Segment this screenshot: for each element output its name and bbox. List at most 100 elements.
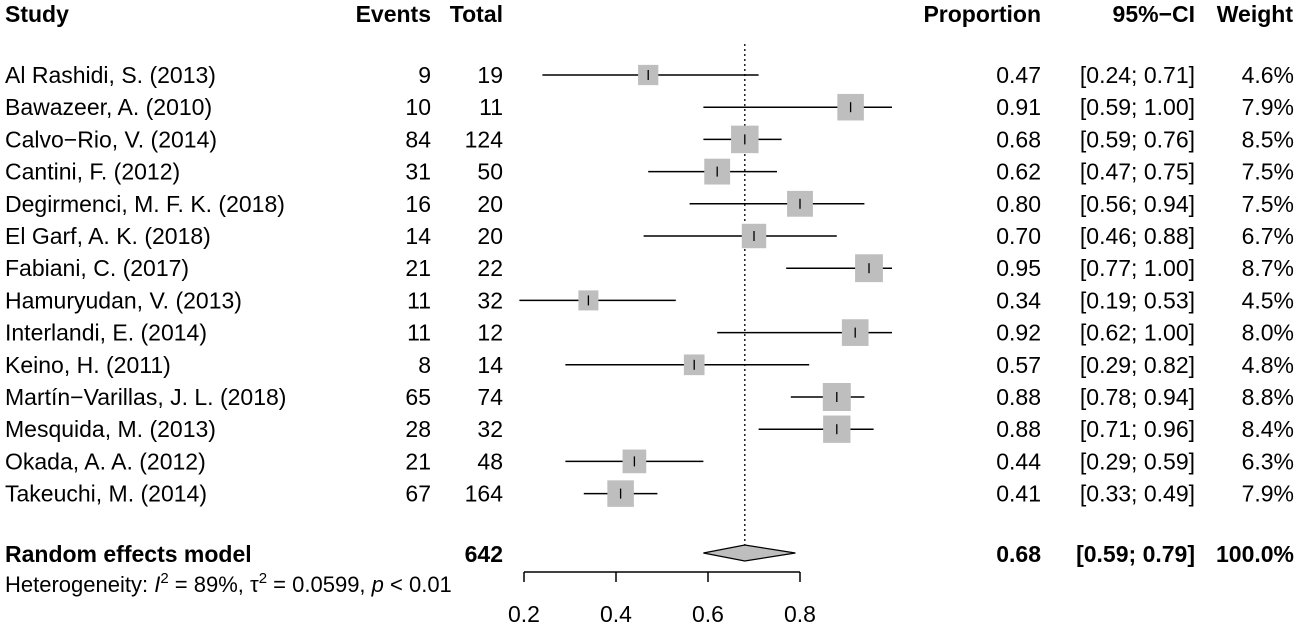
study-proportion: 0.70 (996, 223, 1041, 249)
study-name: Keino, H. (2011) (5, 352, 171, 378)
study-ci: [0.33; 0.49] (1080, 481, 1195, 507)
study-proportion: 0.47 (996, 62, 1041, 88)
header-events: Events (356, 1, 431, 27)
x-tick-label: 0.8 (784, 601, 816, 627)
header-total: Total (450, 1, 503, 27)
study-weight: 8.7% (1242, 255, 1294, 281)
study-weight: 8.5% (1242, 126, 1294, 152)
study-events: 21 (405, 255, 431, 281)
study-name: Degirmenci, M. F. K. (2018) (5, 191, 285, 217)
study-weight: 4.6% (1242, 62, 1294, 88)
study-total: 14 (477, 352, 503, 378)
study-ci: [0.78; 0.94] (1080, 384, 1195, 410)
study-proportion: 0.91 (996, 94, 1041, 120)
study-ci: [0.59; 0.76] (1080, 126, 1195, 152)
study-name: Bawazeer, A. (2010) (5, 94, 212, 120)
study-row: Okada, A. A. (2012) 21 48 0.44 [0.29; 0.59] 6… (5, 448, 1294, 474)
summary-ci: [0.59; 0.79] (1076, 541, 1195, 567)
study-row: Keino, H. (2011) 8 14 0.57 [0.29; 0.82] 4.8% (5, 352, 1294, 378)
study-events: 14 (405, 223, 431, 249)
study-name: Mesquida, M. (2013) (5, 416, 216, 442)
study-proportion: 0.88 (996, 384, 1041, 410)
study-row: El Garf, A. K. (2018) 14 20 0.70 [0.46; 0.88… (5, 223, 1294, 249)
study-events: 8 (418, 352, 431, 378)
summary-weight: 100.0% (1216, 541, 1294, 567)
heterogeneity-prefix: Heterogeneity: (5, 572, 154, 597)
study-total: 12 (477, 320, 503, 346)
heterogeneity-text: Heterogeneity: I2 = 89%, τ2 = 0.0599, p … (5, 570, 452, 597)
study-proportion: 0.62 (996, 159, 1041, 185)
study-name: Calvo−Rio, V. (2014) (5, 126, 217, 152)
summary-proportion: 0.68 (996, 541, 1041, 567)
study-proportion: 0.34 (996, 287, 1041, 313)
study-weight: 7.5% (1242, 191, 1294, 217)
study-proportion: 0.41 (996, 481, 1041, 507)
study-name: Martín−Varillas, J. L. (2018) (5, 384, 286, 410)
i2-value: = 89%, (169, 572, 250, 597)
study-proportion: 0.88 (996, 416, 1041, 442)
study-events: 16 (405, 191, 431, 217)
study-total: 74 (477, 384, 503, 410)
study-proportion: 0.95 (996, 255, 1041, 281)
header-proportion: Proportion (923, 1, 1041, 27)
study-name: Fabiani, C. (2017) (5, 255, 189, 281)
study-weight: 4.5% (1242, 287, 1294, 313)
p-symbol: p (371, 572, 384, 597)
study-ci: [0.77; 1.00] (1080, 255, 1195, 281)
study-weight: 7.9% (1242, 94, 1294, 120)
i2-superscript: 2 (160, 570, 168, 587)
study-events: 28 (405, 416, 431, 442)
study-proportion: 0.68 (996, 126, 1041, 152)
summary-label: Random effects model (5, 541, 252, 567)
study-ci: [0.47; 0.75] (1080, 159, 1195, 185)
study-row: Al Rashidi, S. (2013) 9 19 0.47 [0.24; 0.71]… (5, 62, 1294, 88)
study-events: 65 (405, 384, 431, 410)
study-weight: 8.0% (1242, 320, 1294, 346)
study-ci: [0.59; 1.00] (1080, 94, 1195, 120)
study-events: 9 (418, 62, 431, 88)
header-ci: 95%−CI (1113, 1, 1195, 27)
study-total: 50 (477, 159, 503, 185)
study-weight: 8.4% (1242, 416, 1294, 442)
study-row: Fabiani, C. (2017) 21 22 0.95 [0.77; 1.00] 8.… (5, 254, 1294, 283)
study-weight: 6.3% (1242, 448, 1294, 474)
study-row: Cantini, F. (2012) 31 50 0.62 [0.47; 0.75] 7.… (5, 159, 1294, 185)
study-ci: [0.71; 0.96] (1080, 416, 1195, 442)
summary-total: 642 (465, 541, 503, 567)
study-row: Takeuchi, M. (2014) 67 164 0.41 [0.33; 0.49]… (5, 480, 1294, 507)
study-name: El Garf, A. K. (2018) (5, 223, 211, 249)
study-row: Interlandi, E. (2014) 11 12 0.92 [0.62; 1.00… (5, 319, 1294, 346)
study-rows: Al Rashidi, S. (2013) 9 19 0.47 [0.24; 0.71]… (5, 62, 1294, 507)
header-weight: Weight (1217, 1, 1294, 27)
study-events: 31 (405, 159, 431, 185)
study-ci: [0.46; 0.88] (1080, 223, 1195, 249)
study-weight: 6.7% (1242, 223, 1294, 249)
study-proportion: 0.44 (996, 448, 1041, 474)
i2-symbol: I (154, 572, 160, 597)
study-total: 124 (465, 126, 504, 152)
study-ci: [0.29; 0.82] (1080, 352, 1195, 378)
study-proportion: 0.80 (996, 191, 1041, 217)
study-name: Cantini, F. (2012) (5, 159, 180, 185)
study-ci: [0.62; 1.00] (1080, 320, 1195, 346)
study-total: 19 (477, 62, 503, 88)
study-weight: 8.8% (1242, 384, 1294, 410)
x-tick-label: 0.2 (508, 601, 540, 627)
x-tick-label: 0.6 (692, 601, 724, 627)
study-weight: 4.8% (1242, 352, 1294, 378)
study-proportion: 0.92 (996, 320, 1041, 346)
study-total: 32 (477, 416, 503, 442)
study-row: Mesquida, M. (2013) 28 32 0.88 [0.71; 0.96] 8… (5, 415, 1294, 443)
x-axis: 0.2 0.4 0.6 0.8 (508, 571, 816, 627)
study-events: 84 (405, 126, 431, 152)
study-events: 21 (405, 448, 431, 474)
study-ci: [0.19; 0.53] (1080, 287, 1195, 313)
study-name: Al Rashidi, S. (2013) (5, 62, 216, 88)
tau-superscript: 2 (259, 570, 267, 587)
study-events: 11 (407, 320, 431, 346)
x-tick-label: 0.4 (600, 601, 632, 627)
study-events: 10 (405, 94, 431, 120)
study-total: 48 (477, 448, 503, 474)
study-ci: [0.56; 0.94] (1080, 191, 1195, 217)
